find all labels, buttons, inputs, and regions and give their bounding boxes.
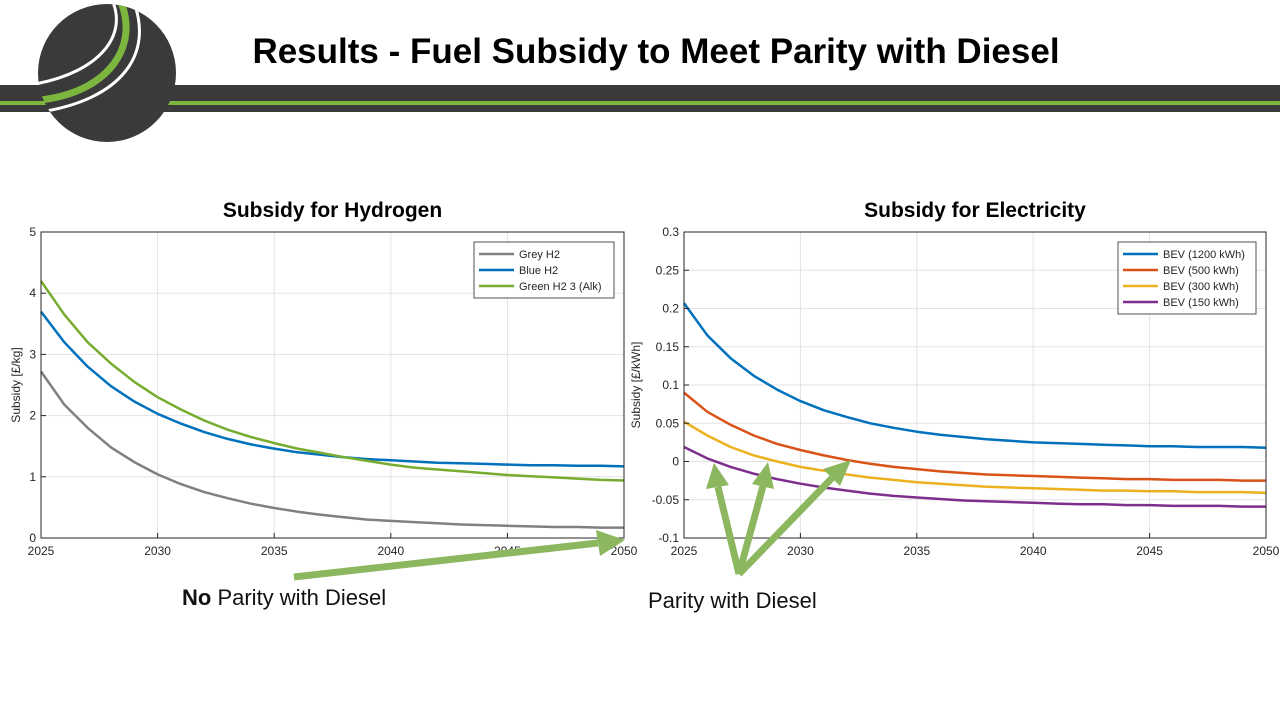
legend-entry: Blue H2 [519,265,558,277]
series-line-2 [683,391,1266,482]
y-tick-label: 4 [29,286,36,300]
header-banner [0,85,1280,112]
annotation-no-parity-bold: No [182,585,211,610]
legend: BEV (1200 kWh) BEV (500 kWh) BEV (300 kWh)… [1117,241,1257,315]
arrow-shaft-parity-150 [714,486,743,575]
legend-entry: BEV (1200 kWh) [1163,249,1245,261]
arrow-shaft-parity-500 [736,475,835,577]
x-tick-label: 2050 [611,544,638,558]
axes-box [40,231,625,539]
annotation-arrows [293,460,851,581]
y-tick-label: 3 [29,347,36,361]
legend-entry: BEV (500 kWh) [1163,265,1239,277]
annotation-parity: Parity with Diesel [648,588,817,613]
arrow-head-parity-500 [823,460,851,486]
x-tick-label: 2025 [28,544,55,558]
annotation-no-parity-rest: Parity with Diesel [211,585,386,610]
slide-title: Results - Fuel Subsidy to Meet Parity wi… [252,32,1059,71]
x-tick-label: 2035 [261,544,288,558]
legend-entry: BEV (300 kWh) [1163,281,1239,293]
y-tick-label: -0.05 [652,493,680,507]
y-tick-label: 0 [672,455,679,469]
x-tick-label: 2035 [903,544,930,558]
y-tick-label: 0.2 [662,302,679,316]
series-line-4 [683,445,1266,508]
arrow-head-parity-300 [752,462,774,489]
legend-entry: BEV (150 kWh) [1163,297,1239,309]
y-tick-label: 0.15 [656,340,680,354]
x-tick-label: 2040 [377,544,404,558]
header-accent-stripe [0,101,1280,105]
y-axis-label: Subsidy [£/kg] [9,347,23,422]
y-tick-label: 5 [29,225,36,239]
x-tick-label: 2025 [671,544,698,558]
y-tick-label: 2 [29,409,36,423]
series-line-1 [39,370,624,529]
y-tick-label: 0.05 [656,416,680,430]
x-tick-label: 2045 [1136,544,1163,558]
y-tick-label: 0.3 [662,225,679,239]
x-tick-label: 2030 [787,544,814,558]
chart-hydrogen-subsidy: 202520302035204020452050012345Subsidy fo… [9,199,638,558]
y-tick-label: -0.1 [658,531,679,545]
company-logo [38,4,176,142]
legend-entry: Green H2 3 (Alk) [519,281,602,293]
series-line-1 [682,302,1267,449]
arrow-head-parity-150 [706,463,729,489]
series-line-3 [683,420,1267,495]
chart-title: Subsidy for Hydrogen [223,199,442,222]
y-axis-label: Subsidy [£/kWh] [629,342,643,429]
legend-entry: Grey H2 [519,249,560,261]
series-line-3 [39,280,625,482]
arrow-shaft-no-parity [293,539,599,581]
chart-electricity-subsidy: 2025 2030 2035 2040 2045 2050 -0.1 -0.05 0 0.05 0.… [629,199,1280,558]
annotation-no-parity: No Parity with Diesel [182,585,386,610]
y-tick-label: 1 [29,470,36,484]
y-tick-label: 0 [29,531,36,545]
y-tick-label: 0.1 [662,378,679,392]
y-tick-label: 0.25 [656,263,680,277]
x-tick-label: 2050 [1253,544,1280,558]
legend: Grey H2 Blue H2 Green H2 3 (Alk) [473,241,615,299]
chart-title: Subsidy for Electricity [864,199,1086,222]
x-tick-label: 2030 [144,544,171,558]
arrow-shaft-parity-300 [735,485,767,575]
x-tick-label: 2040 [1020,544,1047,558]
arrow-head-no-parity [596,530,625,556]
